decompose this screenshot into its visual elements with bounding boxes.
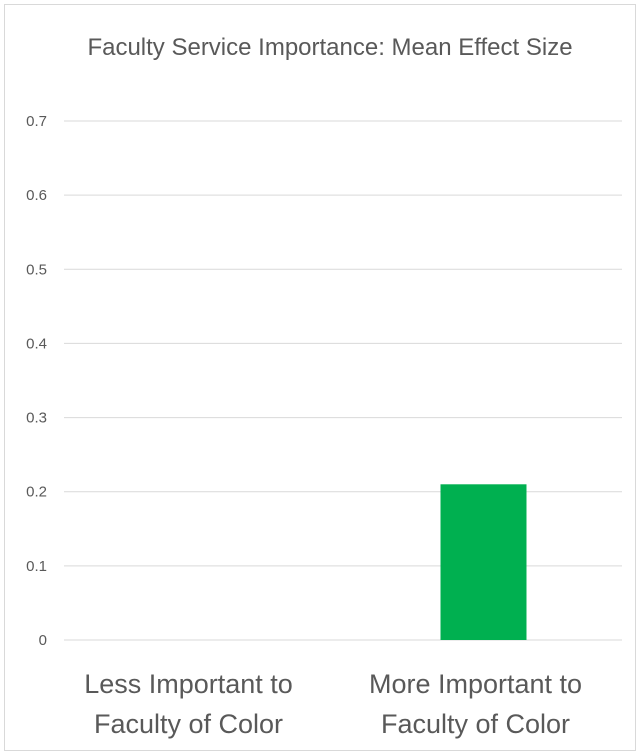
y-tick-label-2: 0.2 <box>26 484 47 501</box>
y-tick-label-5: 0.5 <box>26 261 47 278</box>
chart-frame: Faculty Service Importance: Mean Effect … <box>4 4 636 751</box>
y-tick-label-7: 0.7 <box>26 113 47 130</box>
bar-1 <box>440 484 527 640</box>
y-tick-label-3: 0.3 <box>26 410 47 427</box>
x-category-label-1-line-1: Faculty of Color <box>381 709 570 739</box>
y-tick-label-6: 0.6 <box>26 187 47 204</box>
y-tick-label-1: 0.1 <box>26 558 47 575</box>
y-tick-label-0: 0 <box>39 632 47 649</box>
x-category-label-1-line-0: More Important to <box>369 669 582 699</box>
x-category-label-0-line-1: Faculty of Color <box>94 709 283 739</box>
y-tick-label-4: 0.4 <box>26 335 47 352</box>
chart-title: Faculty Service Importance: Mean Effect … <box>87 34 573 61</box>
x-category-label-0-line-0: Less Important to <box>84 669 293 699</box>
